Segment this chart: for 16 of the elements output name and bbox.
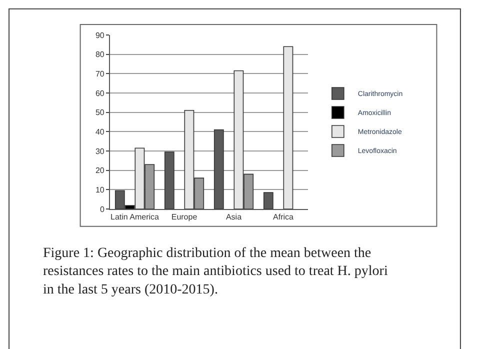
y-tick-label: 80: [95, 50, 105, 60]
y-tick-label: 0: [100, 204, 105, 214]
x-tick-label: Africa: [273, 212, 294, 222]
y-tick-label: 50: [95, 108, 105, 118]
y-tick-label: 70: [95, 69, 105, 78]
y-tick-label: 90: [95, 30, 105, 40]
x-tick-label: Latin America: [110, 212, 160, 222]
y-tick-label: 40: [95, 127, 105, 136]
bar: [283, 46, 294, 209]
y-tick-label: 30: [95, 146, 105, 156]
y-tick-label: 60: [95, 88, 105, 98]
y-tick-label: 20: [95, 166, 105, 176]
x-tick-label: Asia: [226, 212, 242, 222]
y-tick-label: 10: [95, 185, 105, 194]
x-tick-label: Europe: [171, 212, 198, 222]
caption: Figure 1: Geographic distribution of the mean between the resistances rates to the main antibiotics used to treat H. pylori in the last 5 years (2010-2015).: [43, 246, 388, 298]
